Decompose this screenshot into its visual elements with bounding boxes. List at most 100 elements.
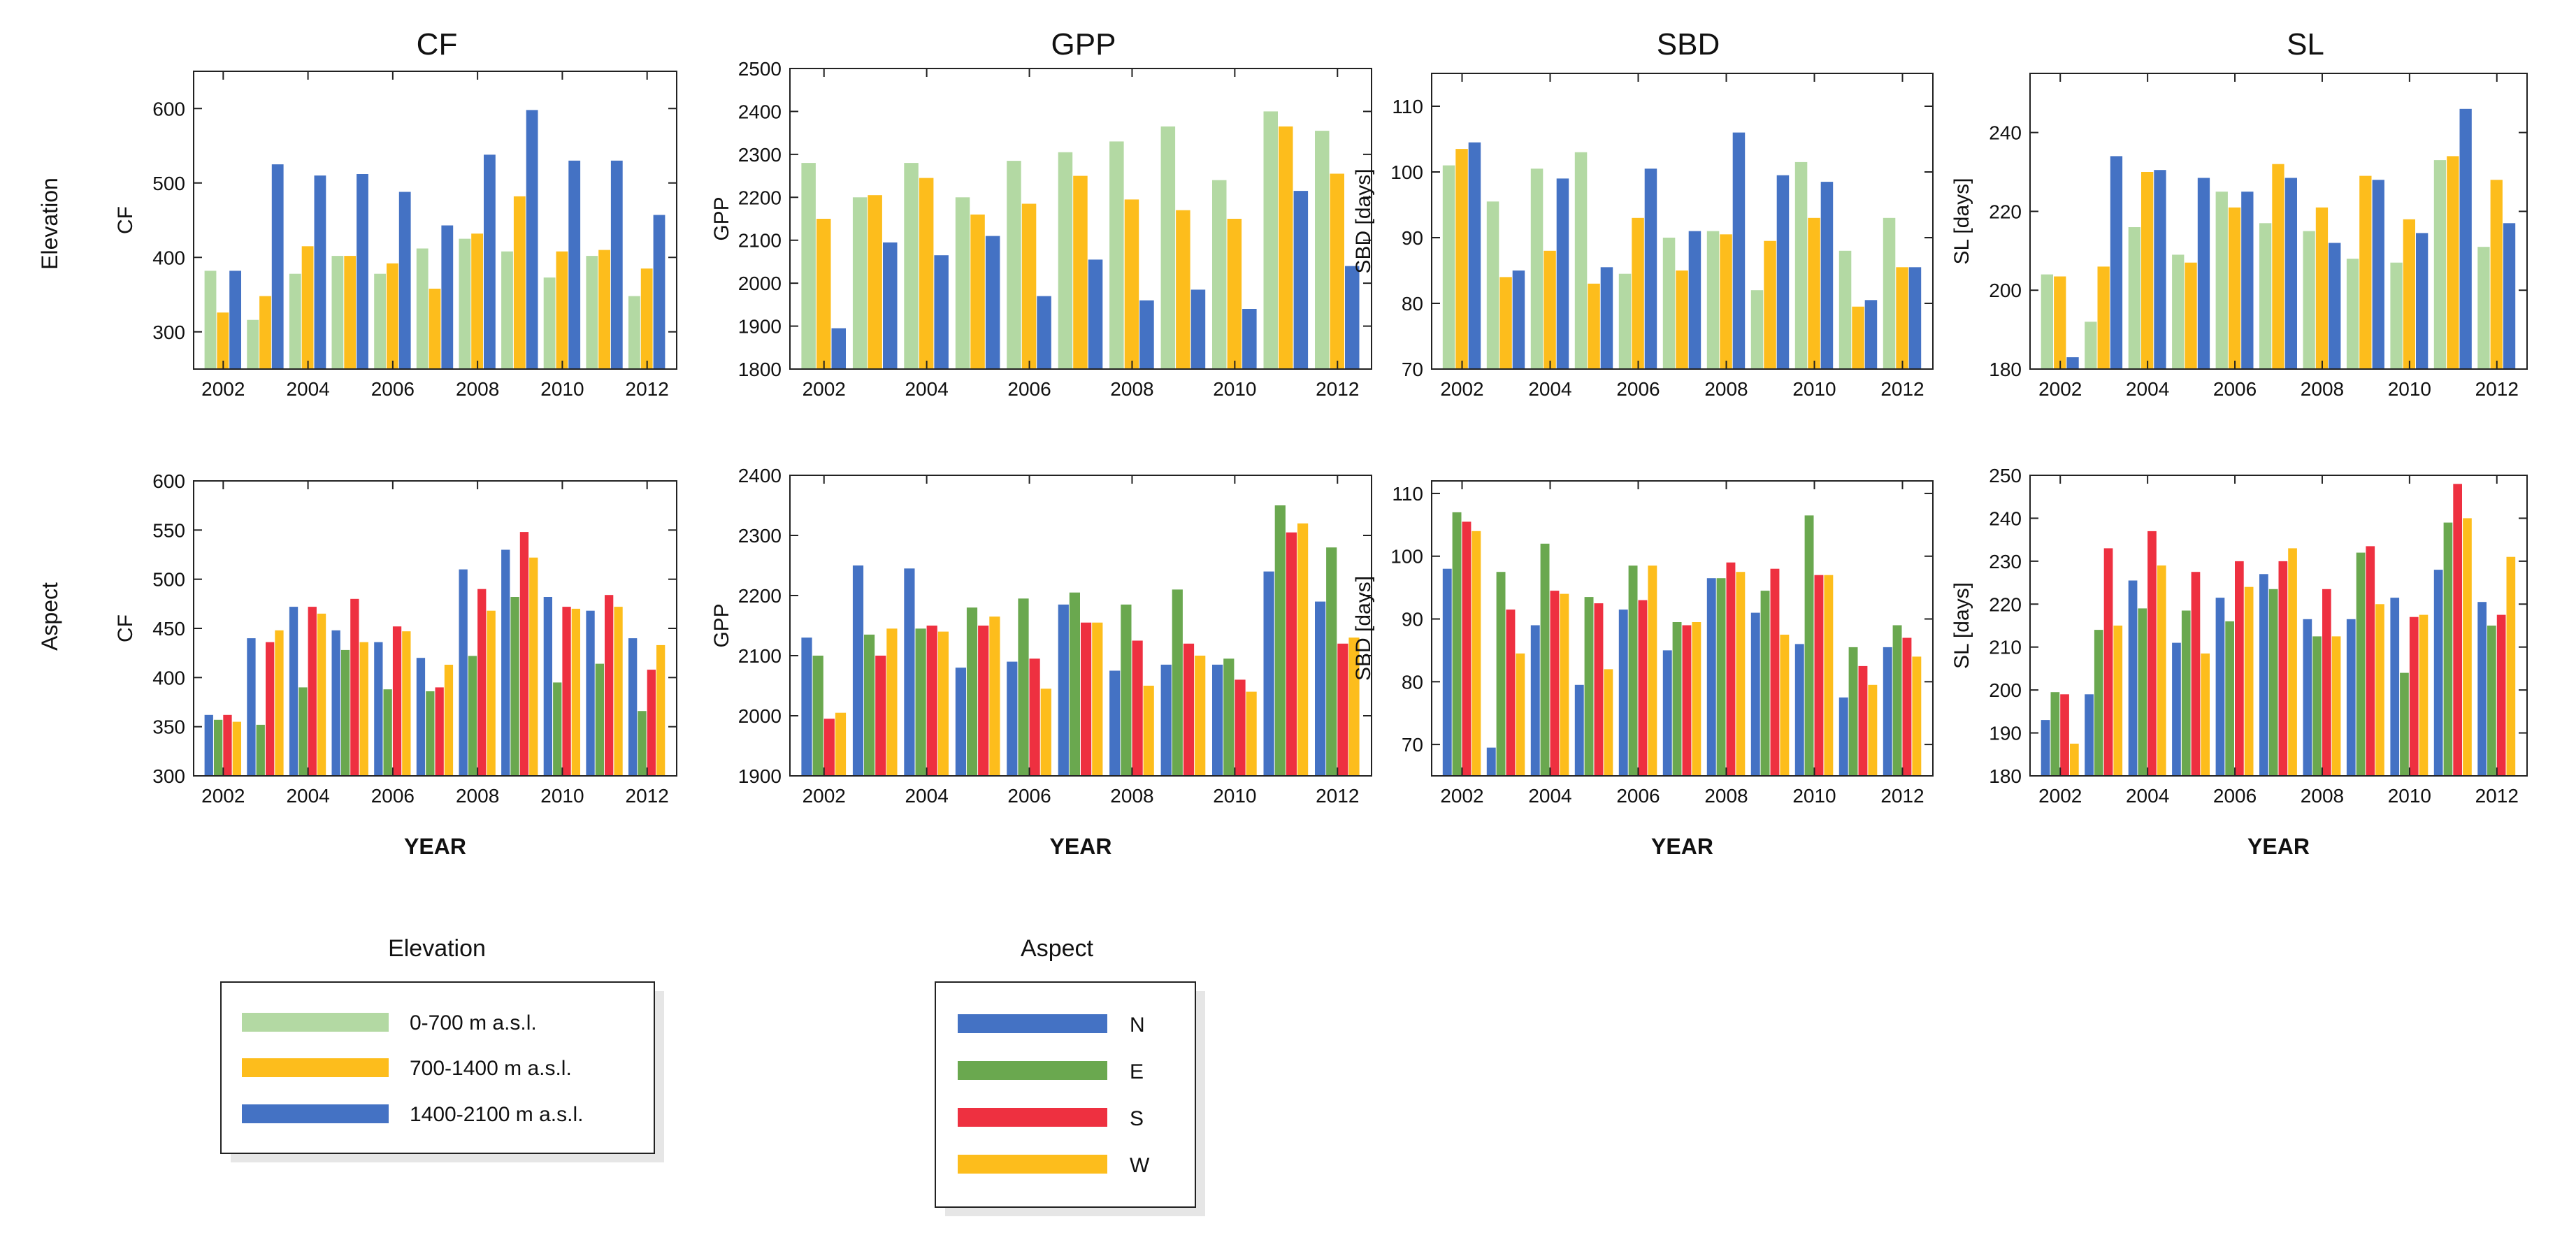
bar-1400-2100-m-a-s-l--2011	[2459, 108, 2472, 370]
bar-w-2002	[2070, 743, 2079, 776]
bar-s-2010	[1235, 679, 1246, 776]
bar-s-2002	[823, 719, 835, 776]
x-tick-label: 2008	[2301, 785, 2344, 807]
bar-w-2012	[1348, 637, 1360, 776]
bar-n-2003	[247, 638, 256, 776]
y-axis-label: GPP	[710, 196, 733, 240]
bar-s-2008	[477, 589, 487, 776]
x-tick-label: 2012	[1880, 378, 1924, 400]
y-tick-label: 80	[1402, 293, 1423, 315]
bar-1400-2100-m-a-s-l--2008	[1139, 300, 1154, 369]
bar-w-2009	[1195, 656, 1206, 776]
bar-0-700-m-a-s-l--2006	[1007, 161, 1021, 369]
bar-1400-2100-m-a-s-l--2005	[985, 236, 1000, 369]
plot-panel-sl-0: 180 200 220 240 2002 2004 2006 2008 2010 2012 SL […	[1950, 73, 2528, 400]
y-tick-label: 450	[152, 618, 185, 640]
plot-frame	[1431, 480, 1934, 777]
bar-1400-2100-m-a-s-l--2002	[1468, 142, 1481, 369]
bar-0-700-m-a-s-l--2008	[2303, 231, 2315, 369]
bar-w-2003	[275, 630, 284, 776]
legend-label-0-700: 0-700 m a.s.l.	[410, 1011, 537, 1034]
bar-n-2012	[1315, 601, 1326, 776]
bar-s-2002	[223, 714, 232, 776]
bar-e-2003	[1496, 572, 1506, 776]
bar-s-2012	[2496, 614, 2506, 776]
bar-e-2006	[2225, 621, 2234, 776]
bar-n-2009	[1750, 612, 1760, 776]
bar-s-2003	[1506, 610, 1516, 776]
bar-0-700-m-a-s-l--2003	[2085, 322, 2097, 369]
bar-n-2005	[331, 630, 340, 776]
y-tick-label: 2200	[738, 585, 782, 607]
x-tick-label: 2006	[1007, 378, 1051, 400]
bar-w-2004	[317, 613, 326, 776]
bar-w-2007	[444, 665, 454, 776]
legend-aspect: Aspect N E S W	[935, 935, 1205, 1216]
x-tick-label: 2004	[1528, 785, 1571, 807]
bar-1400-2100-m-a-s-l--2010	[1242, 309, 1257, 369]
bar-s-2003	[875, 656, 886, 776]
bar-0-700-m-a-s-l--2002	[1442, 165, 1455, 369]
bar-w-2006	[402, 631, 411, 776]
bar-700-1400-m-a-s-l--2011	[598, 250, 610, 369]
y-axis-label: SBD [days]	[1352, 576, 1375, 681]
y-tick-label: 1800	[738, 359, 782, 380]
bar-s-2011	[605, 595, 614, 776]
bar-1400-2100-m-a-s-l--2005	[357, 174, 368, 369]
column-title-cf: CF	[417, 27, 458, 62]
bar-e-2006	[1018, 598, 1029, 776]
bar-e-2004	[915, 628, 926, 776]
bar-s-2006	[392, 626, 402, 776]
bar-700-1400-m-a-s-l--2004	[919, 178, 934, 369]
bar-1400-2100-m-a-s-l--2004	[934, 255, 949, 369]
plot-panel-cf-0: 300 400 500 600 2002 2004 2006 2008 2010 2012 CF	[114, 71, 677, 400]
bar-n-2007	[1058, 604, 1069, 776]
bar-w-2007	[2288, 548, 2297, 776]
bar-n-2011	[1839, 697, 1848, 776]
bar-s-2009	[2366, 546, 2375, 776]
y-tick-label: 100	[1390, 161, 1423, 183]
bar-0-700-m-a-s-l--2005	[331, 256, 344, 369]
bar-0-700-m-a-s-l--2007	[1662, 238, 1676, 369]
bar-700-1400-m-a-s-l--2003	[259, 296, 271, 369]
bar-700-1400-m-a-s-l--2004	[301, 246, 314, 369]
y-axis-label: SBD [days]	[1352, 168, 1375, 273]
legend-label-s: S	[1130, 1107, 1144, 1130]
y-tick-label: 180	[1989, 359, 2022, 380]
bar-n-2004	[904, 568, 915, 776]
x-tick-label: 2004	[286, 785, 329, 807]
bar-0-700-m-a-s-l--2005	[2172, 254, 2185, 369]
bar-w-2006	[1648, 565, 1657, 776]
column-title-gpp: GPP	[1051, 27, 1116, 62]
bar-1400-2100-m-a-s-l--2012	[2503, 223, 2516, 369]
x-tick-label: 2002	[201, 378, 245, 400]
bar-n-2003	[852, 565, 864, 776]
bar-s-2004	[308, 607, 317, 776]
plot-frame	[1431, 73, 1934, 370]
bar-e-2003	[256, 724, 265, 776]
x-tick-label: 2008	[1110, 785, 1153, 807]
x-tick-label: 2004	[286, 378, 329, 400]
bar-700-1400-m-a-s-l--2007	[429, 289, 441, 369]
bar-0-700-m-a-s-l--2010	[1794, 161, 1808, 369]
bar-700-1400-m-a-s-l--2005	[2185, 262, 2197, 369]
y-tick-label: 500	[152, 569, 185, 591]
plot-frame	[2029, 73, 2528, 370]
y-tick-label: 1900	[738, 765, 782, 787]
bar-e-2012	[638, 711, 647, 776]
x-tick-label: 2004	[905, 785, 948, 807]
bar-700-1400-m-a-s-l--2006	[1632, 217, 1644, 369]
bar-n-2007	[416, 658, 426, 776]
bar-700-1400-m-a-s-l--2003	[868, 195, 882, 369]
bar-n-2010	[1794, 644, 1804, 776]
plot-panel-sl-days--1: 180 190 200 210 220 230 240 250 2002 2004 2006 2008…	[1950, 465, 2528, 859]
bar-w-2008	[487, 610, 496, 776]
bar-0-700-m-a-s-l--2009	[1160, 126, 1176, 369]
x-tick-label: 2006	[2213, 785, 2257, 807]
x-tick-label: 2010	[1213, 785, 1256, 807]
column-title-sbd: SBD	[1657, 27, 1720, 62]
bar-s-2008	[1132, 640, 1143, 776]
bar-700-1400-m-a-s-l--2006	[1021, 203, 1037, 369]
y-tick-label: 80	[1402, 671, 1423, 693]
